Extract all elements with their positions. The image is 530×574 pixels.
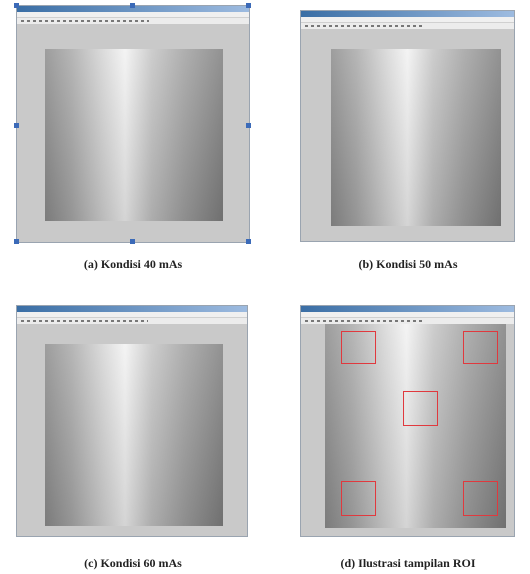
selection-handle [130, 3, 135, 8]
screenshot-window [300, 305, 515, 537]
toolbar [17, 18, 249, 24]
xray-image [45, 344, 223, 526]
xray-image [45, 49, 223, 221]
selection-handle [14, 239, 19, 244]
caption: (a) Kondisi 40 mAs [3, 257, 263, 272]
screenshot-window [300, 10, 515, 242]
toolbar [17, 318, 247, 324]
roi-box [341, 481, 376, 516]
roi-box [341, 331, 376, 364]
roi-box [403, 391, 438, 426]
selection-handle [14, 3, 19, 8]
roi-box [463, 331, 498, 364]
selection-handle [246, 3, 251, 8]
selection-handle [246, 123, 251, 128]
screenshot-window [16, 305, 248, 537]
screenshot-window [16, 5, 250, 243]
xray-image [331, 49, 501, 226]
selection-handle [130, 239, 135, 244]
selection-handle [246, 239, 251, 244]
caption: (b) Kondisi 50 mAs [278, 257, 530, 272]
page: (a) Kondisi 40 mAs (b) Kondisi 50 mAs (c… [0, 0, 530, 574]
roi-box [463, 481, 498, 516]
caption: (d) Ilustrasi tampilan ROI [278, 556, 530, 571]
caption: (c) Kondisi 60 mAs [3, 556, 263, 571]
toolbar [301, 23, 514, 29]
selection-handle [14, 123, 19, 128]
